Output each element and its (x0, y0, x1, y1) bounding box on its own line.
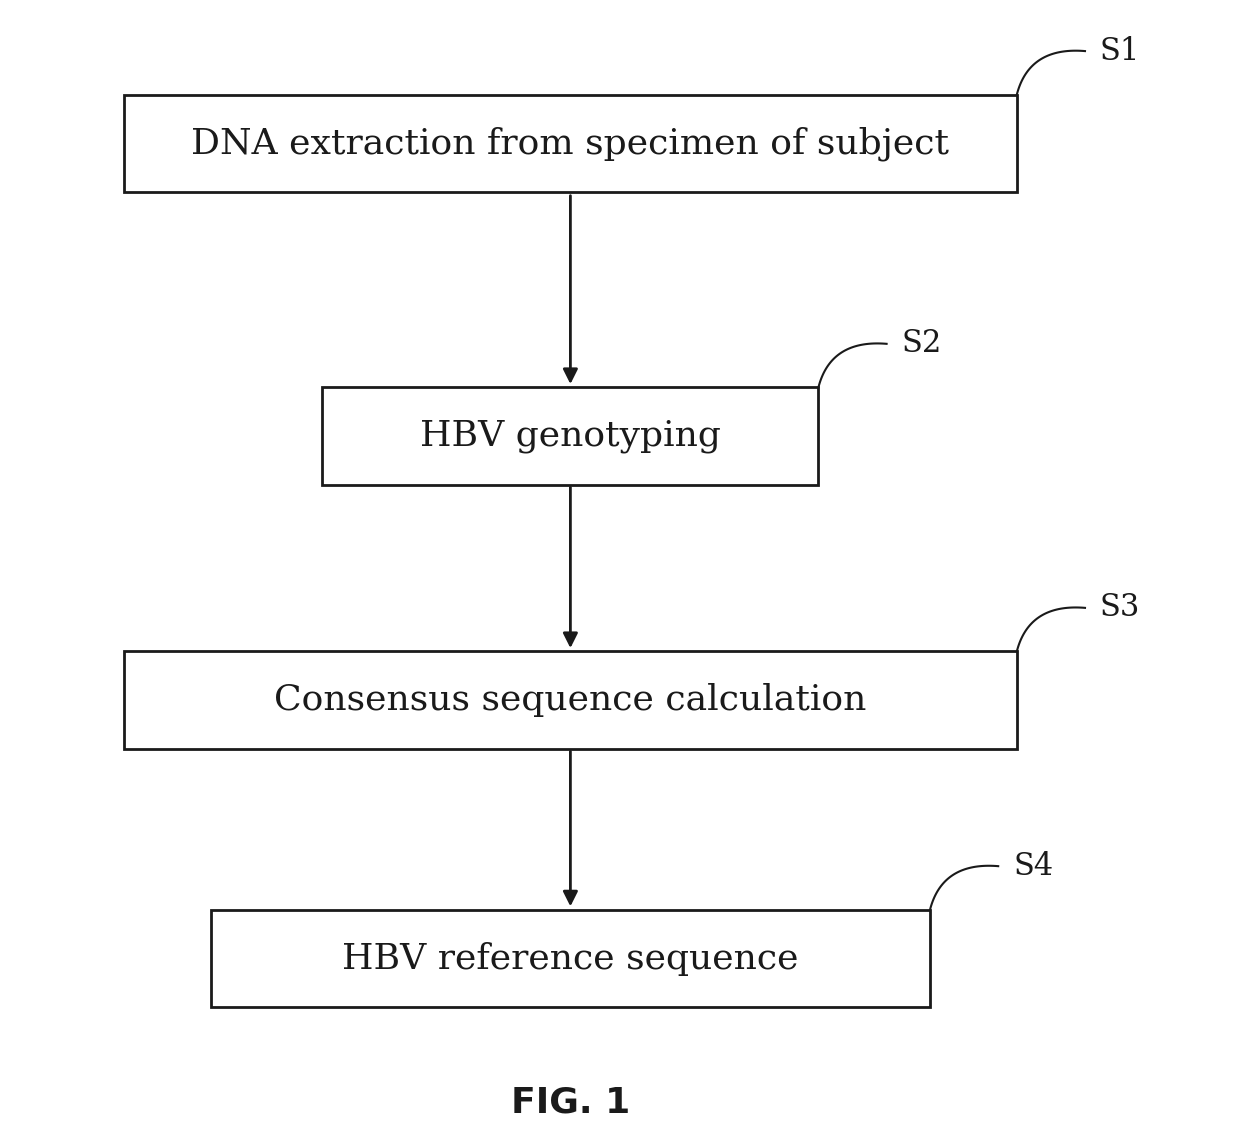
Text: S1: S1 (1100, 36, 1141, 67)
Text: Consensus sequence calculation: Consensus sequence calculation (274, 683, 867, 718)
Text: S2: S2 (901, 328, 942, 359)
Text: S4: S4 (1013, 851, 1053, 882)
Bar (124, 651, 1017, 748)
Text: HBV genotyping: HBV genotyping (420, 419, 720, 453)
Text: HBV reference sequence: HBV reference sequence (342, 941, 799, 976)
Text: FIG. 1: FIG. 1 (511, 1085, 630, 1119)
Text: S3: S3 (1100, 592, 1141, 623)
Text: DNA extraction from specimen of subject: DNA extraction from specimen of subject (191, 126, 950, 161)
Bar (322, 388, 818, 484)
Bar (124, 95, 1017, 192)
Bar (211, 909, 930, 1008)
